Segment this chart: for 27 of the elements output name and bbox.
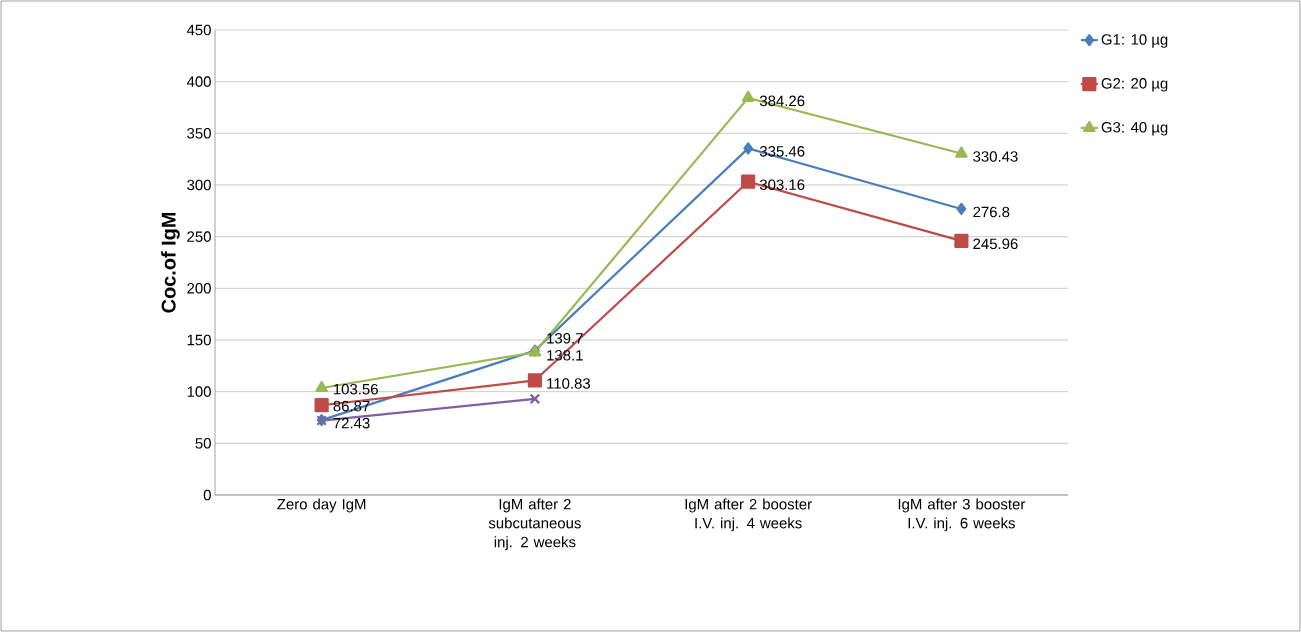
data-label: 384.26: [759, 95, 805, 107]
y-tick-label: 300: [187, 179, 211, 191]
data-label: 103.56: [333, 383, 378, 395]
y-tick-label: 350: [187, 128, 211, 139]
legend-label: G2: 20 µg: [1101, 78, 1168, 92]
data-label: 110.83: [547, 378, 591, 389]
y-tick-label: 50: [195, 438, 211, 449]
y-tick-label: 100: [187, 386, 211, 397]
data-label: 303.16: [759, 179, 805, 190]
data-label: 330.43: [973, 151, 1018, 162]
data-label: 335.46: [759, 146, 805, 157]
x-tick-label: IgM after 2 booster I.V. inj. 4 weeks: [685, 498, 812, 532]
x-tick-label: Zero day IgM: [277, 498, 366, 513]
data-label: 72.43: [333, 417, 370, 429]
y-axis-title: Coc.of IgM: [161, 212, 180, 313]
y-tick-label: 450: [186, 24, 211, 36]
y-tick-label: 0: [203, 489, 211, 501]
x-tick-label: IgM after 3 booster I.V. inj. 6 weeks: [898, 498, 1026, 532]
y-tick-label: 400: [186, 76, 211, 87]
data-label: 276.8: [973, 206, 1010, 218]
y-tick-label: 150: [187, 334, 211, 346]
data-label: 245.96: [973, 238, 1018, 250]
y-tick-label: 250: [187, 231, 211, 242]
legend-label: G1: 10 µg: [1101, 34, 1168, 48]
legend-label: G3: 40 µg: [1101, 121, 1168, 136]
y-tick-label: 200: [187, 283, 211, 294]
x-tick-label: IgM after 2 subcutaneous inj. 2 weeks: [488, 498, 581, 551]
